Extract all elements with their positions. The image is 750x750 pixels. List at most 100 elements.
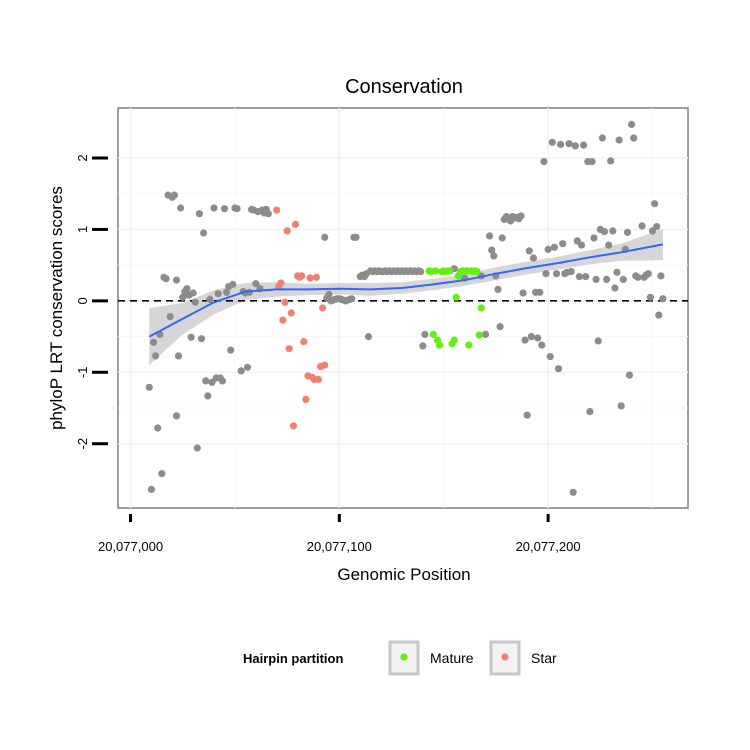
point-other	[569, 488, 577, 496]
point-other	[202, 377, 210, 385]
point-other	[580, 141, 588, 149]
point-other	[517, 212, 525, 220]
point-other	[582, 273, 590, 281]
point-mature	[435, 341, 444, 349]
point-other	[172, 276, 181, 284]
point-star	[287, 309, 295, 317]
point-other	[352, 233, 360, 241]
point-other	[189, 289, 197, 297]
point-other	[577, 241, 586, 249]
point-other	[655, 311, 663, 319]
point-other	[204, 392, 212, 400]
point-other	[237, 367, 245, 375]
point-other	[605, 241, 613, 249]
point-other	[659, 295, 667, 303]
legend-dot-mature	[400, 653, 408, 661]
point-other	[158, 470, 166, 478]
legend-key-star	[489, 640, 521, 676]
point-other	[348, 295, 356, 303]
point-other	[611, 284, 619, 292]
point-other	[481, 330, 490, 338]
y-tick-label: -1	[75, 367, 90, 379]
point-mature	[473, 268, 481, 276]
point-star	[289, 422, 297, 430]
point-other	[183, 285, 191, 293]
point-mature	[446, 267, 454, 275]
point-other	[220, 205, 229, 213]
point-other	[227, 346, 235, 354]
point-other	[607, 157, 615, 165]
point-other	[364, 333, 373, 341]
point-other	[546, 353, 554, 361]
point-other	[588, 158, 596, 166]
point-other	[619, 275, 627, 283]
point-other	[603, 275, 611, 283]
point-other	[197, 335, 206, 343]
point-mature	[429, 330, 437, 338]
point-star	[281, 298, 289, 306]
point-other	[540, 158, 548, 166]
point-mature	[475, 331, 483, 339]
point-other	[552, 270, 561, 278]
point-other	[657, 272, 665, 280]
point-other	[486, 232, 494, 240]
point-other	[193, 444, 201, 452]
point-other	[145, 383, 153, 391]
point-other	[557, 140, 565, 148]
point-star	[314, 375, 322, 383]
point-other	[494, 285, 502, 293]
chart-title: Conservation	[345, 76, 463, 98]
point-other	[519, 289, 527, 297]
point-star	[319, 304, 327, 312]
point-other	[154, 424, 162, 432]
point-other	[613, 268, 621, 276]
point-star	[302, 395, 310, 403]
point-other	[177, 204, 185, 212]
point-star	[300, 338, 308, 346]
point-other	[187, 333, 195, 341]
point-other	[567, 268, 575, 276]
y-axis-title: phyloP LRT conservation scores	[47, 186, 66, 430]
point-other	[174, 352, 183, 360]
point-star	[279, 316, 287, 324]
y-tick-label: 2	[75, 154, 90, 161]
point-mature	[452, 293, 460, 301]
points-layer	[145, 120, 667, 496]
point-other	[191, 298, 199, 306]
point-other	[575, 273, 584, 281]
point-other	[252, 280, 260, 288]
point-other	[565, 140, 573, 148]
legend-label-star: Star	[531, 650, 557, 666]
point-other	[417, 268, 425, 276]
point-other	[147, 485, 155, 493]
point-other	[590, 234, 598, 242]
confidence-band	[149, 228, 663, 366]
point-star	[298, 272, 306, 280]
point-other	[630, 134, 638, 142]
y-tick-label: 0	[75, 297, 90, 304]
legend-title: Hairpin partition	[243, 651, 343, 666]
point-other	[600, 228, 609, 236]
point-other	[490, 252, 498, 260]
legend-dot-star	[501, 653, 509, 661]
confidence-band-layer	[149, 228, 663, 366]
point-mature	[431, 267, 439, 275]
point-other	[534, 334, 542, 342]
legend-label-mature: Mature	[430, 650, 474, 666]
point-other	[634, 273, 642, 281]
point-other	[321, 233, 329, 241]
point-other	[571, 142, 579, 150]
point-other	[554, 365, 563, 373]
point-other	[550, 243, 559, 251]
point-other	[625, 371, 634, 379]
point-star	[277, 279, 285, 287]
y-axis: -2 -1 0 1 2	[75, 154, 108, 449]
point-mature	[477, 304, 485, 312]
point-other	[166, 313, 174, 321]
point-other	[592, 275, 600, 283]
point-other	[498, 234, 506, 242]
smooth-layer	[148, 243, 664, 338]
point-star	[291, 220, 300, 228]
point-other	[162, 275, 170, 283]
grid-lines	[118, 108, 688, 508]
